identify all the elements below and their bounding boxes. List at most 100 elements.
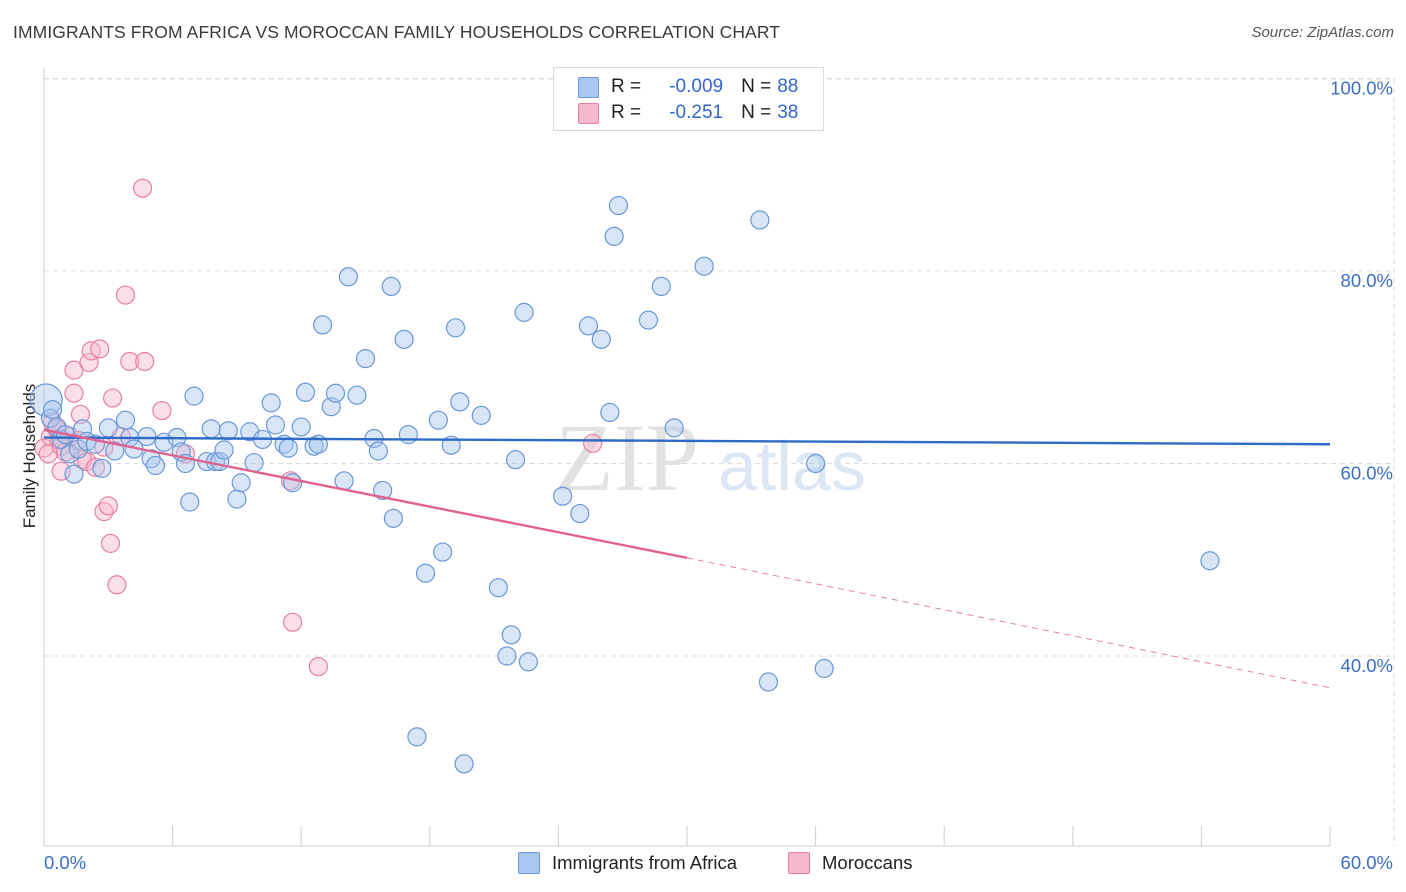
africa-point <box>651 276 671 296</box>
africa-point <box>758 672 779 692</box>
moroccan-trend-line <box>43 428 688 560</box>
moroccan-point <box>135 351 155 372</box>
africa-point <box>231 473 251 493</box>
legend-n-value: 88 <box>777 76 799 97</box>
legend-r-label: R = <box>611 102 642 123</box>
africa-point <box>415 563 436 583</box>
africa-point <box>325 383 346 403</box>
legend-key-moroccans <box>788 852 810 874</box>
africa-point <box>42 400 63 420</box>
africa-point <box>180 492 200 512</box>
africa-point <box>184 386 204 406</box>
africa-point <box>368 441 388 461</box>
africa-point <box>501 625 521 645</box>
africa-point <box>92 458 112 478</box>
africa-point <box>98 418 118 438</box>
moroccan-point <box>308 656 328 677</box>
x-tick-label-max: 60.0% <box>1341 852 1393 873</box>
africa-point <box>805 453 826 474</box>
moroccan-point <box>98 496 118 516</box>
africa-point <box>694 256 714 276</box>
africa-point <box>407 727 427 747</box>
legend-item-moroccans[interactable]: Moroccans <box>788 852 912 874</box>
moroccan-point <box>90 339 110 359</box>
africa-point <box>750 210 770 230</box>
africa-point <box>261 393 281 413</box>
moroccan-point <box>64 383 84 403</box>
legend-swatch-moroccans <box>578 102 599 124</box>
y-tick-label: 60.0% <box>1341 463 1393 484</box>
legend-r-value: -0.009 <box>669 76 724 97</box>
africa-point <box>227 489 247 509</box>
africa-point <box>278 438 298 458</box>
africa-point <box>600 402 620 423</box>
africa-point <box>381 276 401 296</box>
legend-label-moroccans: Moroccans <box>822 852 913 873</box>
africa-point <box>398 425 418 445</box>
moroccan-trend-extension <box>686 557 1331 689</box>
watermark-atlas: atlas <box>718 427 866 505</box>
africa-point <box>814 658 834 679</box>
africa-point <box>488 578 508 598</box>
africa-point <box>505 450 526 470</box>
series-legend: Immigrants from Africa Moroccans <box>0 852 1406 878</box>
moroccan-point <box>120 351 140 372</box>
y-tick-label: 100.0% <box>1330 78 1393 99</box>
legend-item-africa[interactable]: Immigrants from Africa <box>518 852 737 874</box>
africa-point <box>591 329 611 349</box>
moroccan-point <box>583 433 603 453</box>
africa-point <box>295 382 316 402</box>
y-tick-label: 80.0% <box>1341 270 1393 291</box>
africa-point <box>373 480 393 501</box>
africa-point <box>1200 551 1220 571</box>
africa-point <box>664 418 684 438</box>
legend-r-label: R = <box>611 76 642 97</box>
africa-point <box>578 316 599 336</box>
correlation-legend: R = -0.009 N = 88 R = -0.251 N = 38 <box>553 67 824 131</box>
africa-point <box>347 385 367 405</box>
africa-point <box>115 410 136 430</box>
africa-point <box>145 455 166 476</box>
africa-point <box>105 441 125 461</box>
africa-point <box>244 452 264 473</box>
africa-point <box>553 486 573 506</box>
x-tick-label-min: 0.0% <box>44 852 86 873</box>
moroccan-point <box>64 360 84 380</box>
africa-point <box>454 754 474 774</box>
trend-lines <box>43 428 1331 689</box>
africa-point <box>137 426 157 447</box>
africa-point <box>497 646 517 666</box>
legend-swatch-africa <box>578 76 599 98</box>
moroccan-point <box>79 352 99 373</box>
africa-point <box>604 226 624 246</box>
africa-point <box>64 464 84 484</box>
watermark: ZIP atlas <box>555 404 866 511</box>
moroccan-point <box>283 612 303 632</box>
africa-point <box>214 440 234 460</box>
africa-point <box>428 410 448 430</box>
legend-n-label: N = <box>741 76 772 97</box>
africa-point <box>450 392 470 412</box>
africa-point <box>471 405 491 425</box>
legend-key-africa <box>518 852 540 874</box>
africa-point <box>313 315 333 335</box>
moroccan-point <box>85 457 106 477</box>
africa-point <box>218 421 238 441</box>
tick-labels: 40.0% 60.0% 80.0% 100.0% 0.0% 60.0% <box>44 78 1393 874</box>
africa-point <box>355 348 376 369</box>
source-note: Source: ZipAtlas.com <box>1251 24 1394 41</box>
legend-r-value: -0.251 <box>669 102 724 123</box>
africa-point <box>283 473 303 493</box>
moroccan-point <box>100 533 121 553</box>
legend-row-moroccans: R = -0.251 N = 38 <box>578 101 798 125</box>
africa-point <box>265 415 286 435</box>
legend-row-africa: R = -0.009 N = 88 <box>578 75 798 99</box>
moroccan-point <box>102 388 123 408</box>
africa-point <box>433 542 453 562</box>
africa-point <box>608 195 629 216</box>
africa-point <box>638 310 659 330</box>
africa-point <box>445 318 466 338</box>
chart-title: IMMIGRANTS FROM AFRICA VS MOROCCAN FAMIL… <box>13 22 781 42</box>
africa-point <box>383 508 403 528</box>
